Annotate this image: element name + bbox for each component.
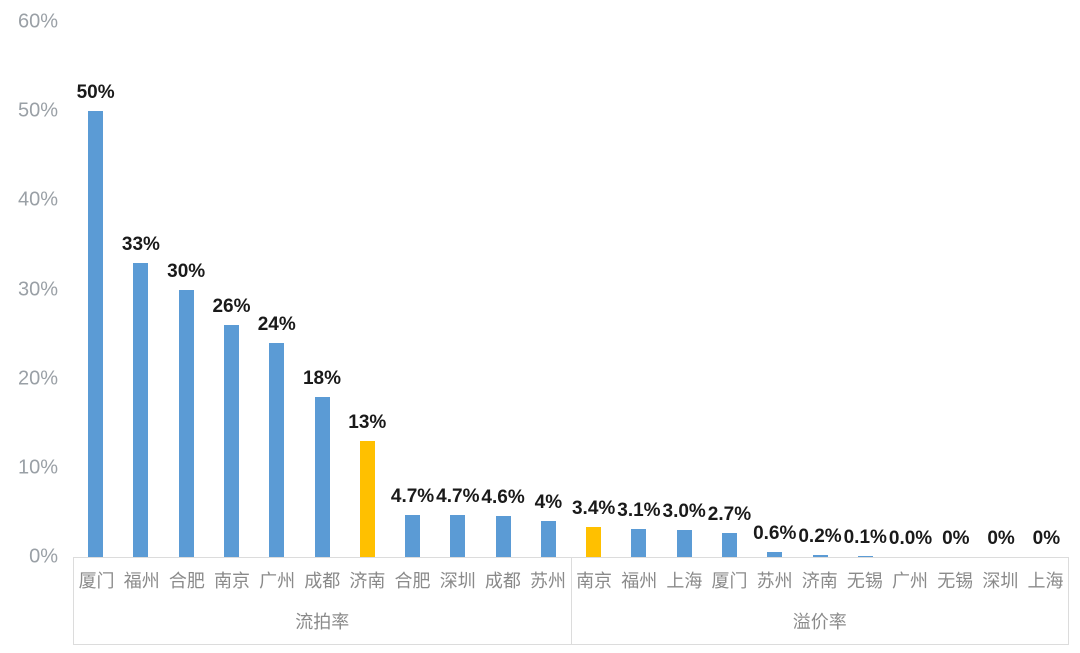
bar-value-label: 0.0% bbox=[888, 528, 933, 549]
city-label: 广州 bbox=[892, 571, 929, 591]
plot-area: 50% 33% 30% 26% 24% 18% 13% 4.7% 4.7% 4.6% 4% 3.4% 3… bbox=[76, 82, 1061, 557]
bar-value-label: 4.7% bbox=[436, 486, 480, 508]
bar-value-label: 30% bbox=[167, 260, 206, 282]
bar-value-label: 3.0% bbox=[662, 501, 706, 523]
bar-value-label: 4% bbox=[534, 492, 563, 514]
metric-group-label: 流拍率 bbox=[295, 612, 350, 632]
city-label: 无锡 bbox=[846, 571, 883, 591]
bar-value-label: 2.7% bbox=[707, 503, 752, 525]
city-label: 上海 bbox=[666, 571, 703, 591]
y-axis-tick: 10% bbox=[17, 456, 58, 479]
bar-yijialv-上海 bbox=[676, 530, 692, 557]
bar-value-label: 0.1% bbox=[843, 527, 887, 549]
bar-value-label: 0% bbox=[1032, 528, 1061, 549]
city-label-row: 厦门 福州 合肥 南京 广州 成都 济南 合肥 深圳 成都 苏州 bbox=[74, 567, 571, 593]
city-label: 苏州 bbox=[756, 571, 793, 591]
bar-liupailv-成都 bbox=[495, 515, 511, 557]
y-axis-tick: 60% bbox=[17, 10, 58, 33]
city-label: 厦门 bbox=[711, 571, 748, 591]
bar-liupailv-合肥 bbox=[405, 515, 421, 557]
bar-value-label: 50% bbox=[76, 82, 115, 104]
bar-value-label: 24% bbox=[257, 314, 296, 335]
bar-value-label: 3.4% bbox=[571, 497, 616, 519]
city-label: 福州 bbox=[123, 571, 160, 591]
bar-liupailv-深圳 bbox=[450, 515, 466, 557]
bar-liupailv-成都 bbox=[314, 396, 330, 557]
bar-value-label: 0.6% bbox=[753, 522, 797, 544]
bar-value-label: 13% bbox=[348, 412, 387, 434]
city-label-row: 南京 福州 上海 厦门 苏州 济南 无锡 广州 无锡 深圳 上海 bbox=[572, 567, 1069, 593]
bar-yijialv-苏州 bbox=[767, 551, 783, 557]
bar-value-label: 0% bbox=[987, 528, 1015, 549]
city-label: 合肥 bbox=[394, 571, 431, 591]
bar-value-label: 0% bbox=[942, 528, 970, 549]
bar-yijialv-无锡 bbox=[857, 556, 873, 557]
city-label: 南京 bbox=[576, 571, 613, 591]
bar-liupailv-南京 bbox=[223, 325, 239, 557]
city-label: 济南 bbox=[349, 571, 386, 591]
bar-liupailv-合肥 bbox=[178, 289, 194, 557]
city-label: 厦门 bbox=[78, 571, 115, 591]
bar-liupailv-厦门 bbox=[88, 111, 104, 557]
metric-group-label: 溢价率 bbox=[792, 612, 847, 632]
axis-group-liupailv: 厦门 福州 合肥 南京 广州 成都 济南 合肥 深圳 成都 苏州 流拍率 bbox=[74, 558, 571, 644]
y-axis-tick: 30% bbox=[17, 278, 58, 300]
bar-value-label: 3.1% bbox=[617, 500, 661, 522]
bar-value-label: 26% bbox=[212, 296, 251, 318]
city-label: 济南 bbox=[801, 571, 838, 591]
city-label: 合肥 bbox=[168, 571, 205, 591]
city-label: 无锡 bbox=[937, 571, 974, 591]
y-axis-tick: 50% bbox=[17, 99, 58, 122]
city-label: 深圳 bbox=[982, 571, 1019, 591]
category-axis: 厦门 福州 合肥 南京 广州 成都 济南 合肥 深圳 成都 苏州 流拍率 南京 福州 上海 厦门 苏州 济南 无锡广… bbox=[73, 557, 1069, 645]
bar-value-label: 4.7% bbox=[390, 486, 435, 508]
y-axis-tick: 20% bbox=[17, 367, 58, 390]
city-label: 苏州 bbox=[529, 571, 566, 591]
city-label: 南京 bbox=[213, 571, 250, 591]
y-axis-tick: 0% bbox=[29, 545, 58, 568]
y-axis-tick: 40% bbox=[17, 188, 58, 211]
bar-liupailv-福州 bbox=[133, 262, 149, 557]
city-label: 广州 bbox=[259, 571, 296, 591]
bar-value-label: 33% bbox=[121, 233, 160, 255]
city-label: 上海 bbox=[1027, 571, 1064, 591]
bar-value-label: 4.6% bbox=[481, 486, 525, 508]
bar-liupailv-济南 bbox=[359, 441, 375, 557]
bar-yijialv-济南 bbox=[812, 555, 828, 557]
bar-liupailv-苏州 bbox=[540, 521, 556, 557]
bar-yijialv-福州 bbox=[631, 529, 647, 557]
bar-value-label: 0.2% bbox=[798, 526, 842, 548]
bar-value-label: 18% bbox=[302, 367, 342, 389]
city-label: 成都 bbox=[304, 571, 341, 591]
city-label: 深圳 bbox=[439, 571, 476, 591]
city-label: 福州 bbox=[621, 571, 658, 591]
axis-group-yijialv: 南京 福州 上海 厦门 苏州 济南 无锡 广州 无锡 深圳 上海 溢价率 bbox=[570, 558, 1069, 644]
city-label: 成都 bbox=[484, 571, 521, 591]
bar-liupailv-广州 bbox=[269, 343, 285, 557]
bar-yijialv-南京 bbox=[586, 526, 602, 557]
bar-yijialv-厦门 bbox=[721, 532, 737, 557]
